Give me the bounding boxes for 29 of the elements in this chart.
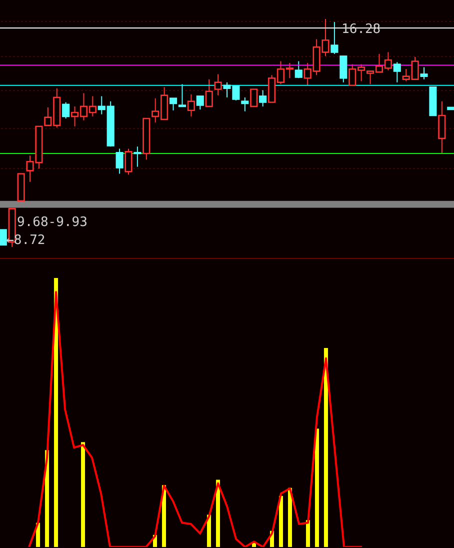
candlestick <box>250 88 258 108</box>
candlestick <box>178 84 186 108</box>
candlestick <box>196 96 204 110</box>
candlestick <box>0 229 7 246</box>
bar <box>288 488 292 547</box>
bar <box>278 496 283 547</box>
candlestick <box>116 148 124 174</box>
candlestick <box>340 55 348 83</box>
candlestick <box>330 22 338 54</box>
bar <box>207 514 211 547</box>
candlestick <box>187 94 195 117</box>
candlestick <box>124 148 132 176</box>
bar <box>324 348 328 547</box>
candlestick <box>438 100 446 154</box>
candlestick <box>420 66 428 80</box>
bar <box>306 520 310 547</box>
candlestick <box>259 90 267 107</box>
candlestick <box>205 78 213 108</box>
candlestick <box>393 62 401 83</box>
candlestick <box>241 96 249 112</box>
band-label: 9.68-9.93 <box>17 214 88 230</box>
candlestick <box>214 74 222 96</box>
candlestick <box>62 102 70 120</box>
candlestick <box>294 60 302 79</box>
bar <box>216 480 220 547</box>
bar <box>81 442 86 547</box>
bar <box>314 428 319 547</box>
candlestick <box>134 146 142 168</box>
candlestick <box>169 98 178 111</box>
